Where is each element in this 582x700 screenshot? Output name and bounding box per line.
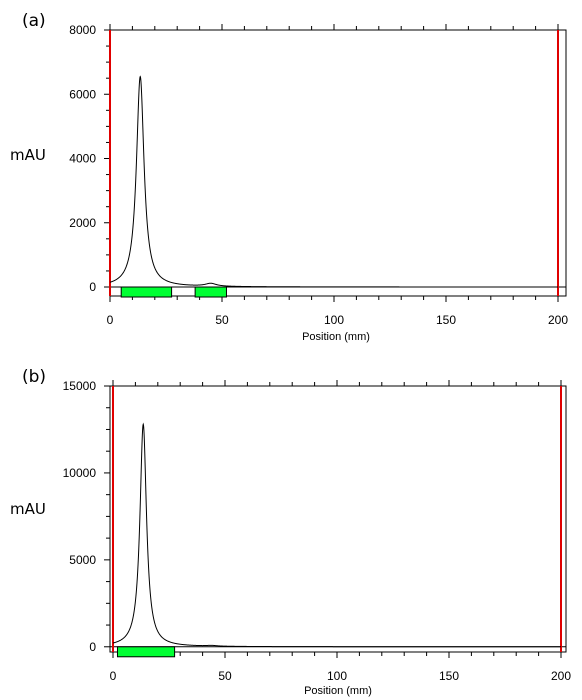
panel-b-x-axis-title: Position (mm): [304, 685, 372, 697]
panel-b-plot-frame: [109, 385, 567, 653]
panel-b-y-tick-labels: 0 5000 10000 15000: [63, 379, 97, 654]
panel-a-y-tick-label: 2000: [69, 216, 96, 230]
panel-a-chromatogram-trace: [109, 75, 558, 288]
panel-a-plot-frame: [109, 29, 567, 297]
panel-a-integration-band: [120, 286, 173, 298]
panel-a-integration-band: [194, 286, 227, 298]
panel-a-y-tick-label: 8000: [69, 23, 96, 37]
panel-b-x-tick-label: 0: [110, 669, 117, 683]
panel-b-y-tick-label: 10000: [63, 466, 97, 480]
panel-a-x-axis-title: Position (mm): [302, 331, 370, 343]
panel-b: (b) mAU 0 5000 10000 15000 0 50 100 150 200 Pos…: [10, 367, 571, 697]
panel-a-x-tick-label: 200: [548, 313, 568, 327]
panel-b-x-tick-label: 200: [551, 669, 571, 683]
panel-a-x-tick-label: 150: [436, 313, 456, 327]
panel-a: (a) mAU 0 2000 4000 6000 8000 0 50 100 150 200 P…: [10, 11, 568, 343]
panel-b-label: (b): [22, 367, 46, 387]
panel-b-y-axis-title: mAU: [10, 500, 46, 518]
panel-a-x-tick-label: 50: [215, 313, 229, 327]
panel-a-x-tick-label: 0: [107, 313, 114, 327]
panel-a-boundary-markers: [109, 30, 559, 296]
panel-a-y-axis-title: mAU: [10, 146, 46, 164]
panel-b-y-tick-label: 15000: [63, 379, 97, 393]
panel-b-chromatogram-trace: [112, 422, 561, 648]
panel-a-label: (a): [22, 11, 46, 31]
panel-a-y-tick-label: 4000: [69, 152, 96, 166]
panel-b-y-tick-label: 5000: [69, 553, 96, 567]
panel-b-x-tick-labels: 0 50 100 150 200: [110, 669, 572, 683]
panel-b-integration-bands: [116, 646, 176, 658]
panel-a-integration-bands: [120, 286, 227, 298]
panel-a-x-tick-labels: 0 50 100 150 200: [107, 313, 569, 327]
panel-a-x-tick-label: 100: [324, 313, 344, 327]
panel-b-boundary-markers: [112, 386, 562, 652]
panel-a-y-tick-labels: 0 2000 4000 6000 8000: [69, 23, 96, 294]
panel-b-x-tick-label: 50: [218, 669, 232, 683]
panel-b-y-tick-label: 0: [89, 640, 96, 654]
panel-b-x-tick-label: 150: [439, 669, 459, 683]
panel-b-x-tick-label: 100: [327, 669, 347, 683]
panel-a-y-tick-label: 0: [89, 280, 96, 294]
panel-a-y-tick-label: 6000: [69, 87, 96, 101]
panel-b-integration-band: [116, 646, 176, 658]
